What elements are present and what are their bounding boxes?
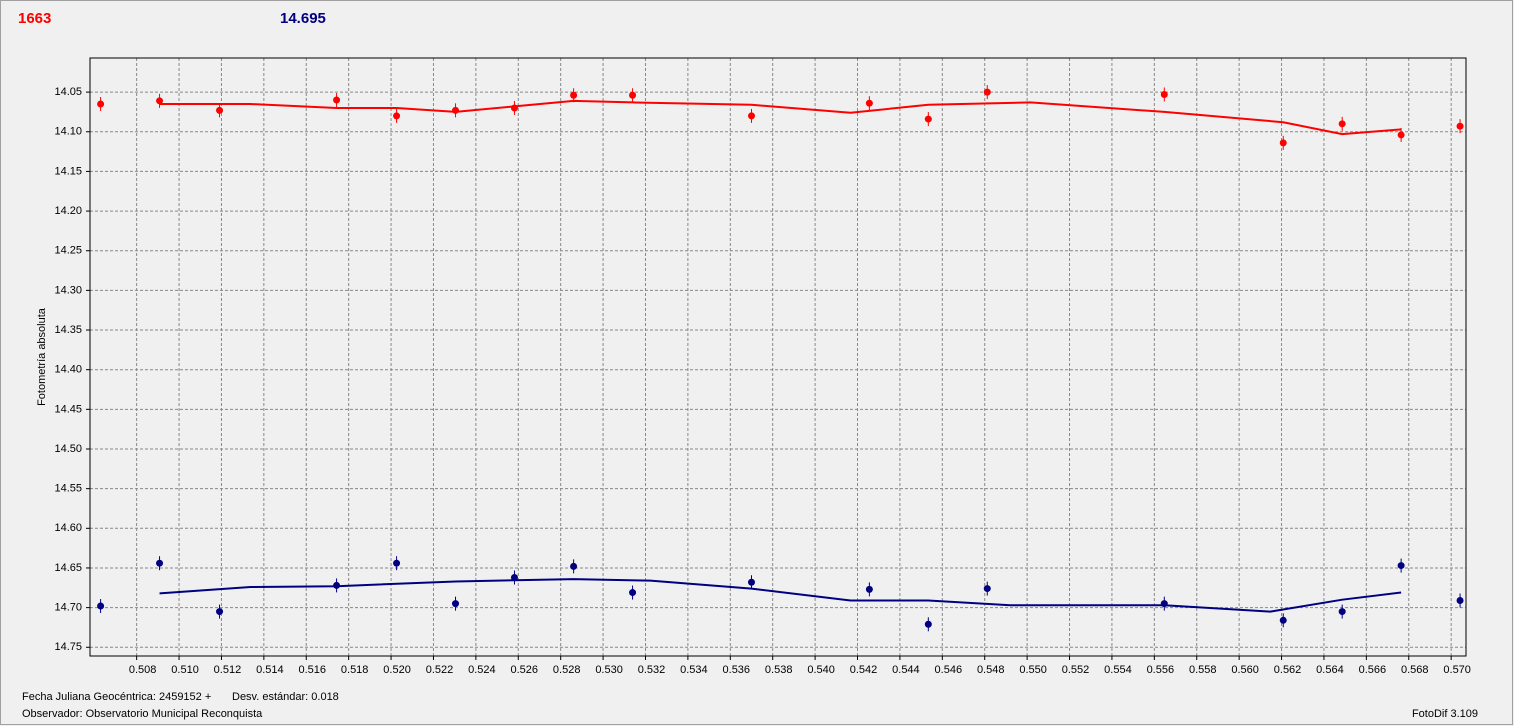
data-point [629, 589, 637, 597]
x-tick-label: 0.558 [1189, 664, 1217, 676]
footer-observer: Observador: Observatorio Municipal Recon… [22, 708, 263, 720]
x-tick-label: 0.560 [1231, 664, 1259, 676]
x-tick-label: 0.554 [1104, 664, 1132, 676]
x-tick-label: 0.518 [341, 664, 369, 676]
data-point [629, 91, 637, 99]
data-point [1279, 139, 1287, 147]
y-tick-label: 14.60 [54, 522, 82, 534]
x-tick-label: 0.520 [383, 664, 411, 676]
data-point [1397, 131, 1405, 139]
x-tick-label: 0.522 [426, 664, 454, 676]
x-tick-label: 0.568 [1401, 664, 1429, 676]
x-tick-label: 0.526 [511, 664, 539, 676]
data-point [156, 559, 164, 567]
y-tick-label: 14.15 [54, 165, 82, 177]
footer-date: Fecha Juliana Geocéntrica: 2459152 + [22, 691, 211, 703]
y-tick-label: 14.30 [54, 284, 82, 296]
x-tick-label: 0.516 [298, 664, 326, 676]
footer-stddev: Desv. estándar: 0.018 [232, 691, 339, 703]
header-left: 1663 [18, 10, 51, 27]
y-axis-label: Fotometría absoluta [36, 307, 48, 406]
header-right: 14.695 [280, 10, 326, 27]
x-tick-label: 0.510 [171, 664, 199, 676]
data-point [393, 559, 401, 567]
data-point [1397, 562, 1405, 570]
data-point [924, 620, 932, 628]
x-tick-label: 0.536 [723, 664, 751, 676]
data-point [983, 585, 991, 593]
y-tick-label: 14.10 [54, 126, 82, 138]
y-tick-label: 14.25 [54, 245, 82, 257]
data-point [747, 112, 755, 120]
data-point [333, 96, 341, 104]
footer-version: FotoDif 3.109 [1412, 708, 1478, 720]
data-point [1456, 122, 1464, 130]
x-tick-label: 0.534 [680, 664, 708, 676]
data-point [1338, 120, 1346, 128]
y-tick-label: 14.75 [54, 641, 82, 653]
x-tick-label: 0.544 [892, 664, 920, 676]
data-point [1279, 616, 1287, 624]
y-tick-label: 14.55 [54, 483, 82, 495]
y-tick-label: 14.20 [54, 205, 82, 217]
data-point [1456, 596, 1464, 604]
data-point [570, 91, 578, 99]
x-tick-label: 0.540 [807, 664, 835, 676]
x-tick-label: 0.550 [1019, 664, 1047, 676]
y-tick-label: 14.70 [54, 602, 82, 614]
fit-line [159, 578, 1402, 613]
y-tick-label: 14.50 [54, 443, 82, 455]
data-point [747, 578, 755, 586]
data-point [865, 585, 873, 593]
data-point [452, 600, 460, 608]
data-point [97, 602, 105, 610]
x-tick-label: 0.512 [214, 664, 242, 676]
x-tick-label: 0.538 [765, 664, 793, 676]
y-tick-label: 14.65 [54, 562, 82, 574]
data-point [865, 99, 873, 107]
data-point [97, 100, 105, 108]
x-tick-label: 0.556 [1147, 664, 1175, 676]
x-tick-label: 0.564 [1316, 664, 1344, 676]
x-tick-label: 0.552 [1062, 664, 1090, 676]
x-tick-label: 0.542 [850, 664, 878, 676]
y-tick-label: 14.40 [54, 364, 82, 376]
y-tick-label: 14.45 [54, 403, 82, 415]
plot-frame [89, 57, 1467, 657]
x-tick-label: 0.548 [977, 664, 1005, 676]
data-point [983, 88, 991, 96]
data-point [216, 106, 224, 114]
y-tick-label: 14.05 [54, 86, 82, 98]
data-point [570, 562, 578, 570]
data-point [924, 115, 932, 123]
fit-line [159, 99, 1402, 136]
data-point [1160, 90, 1168, 98]
y-tick-label: 14.35 [54, 324, 82, 336]
x-tick-label: 0.546 [935, 664, 963, 676]
x-tick-label: 0.508 [129, 664, 157, 676]
data-point [393, 112, 401, 120]
x-tick-label: 0.562 [1274, 664, 1302, 676]
x-tick-label: 0.570 [1443, 664, 1471, 676]
x-tick-label: 0.566 [1359, 664, 1387, 676]
data-point [216, 608, 224, 616]
x-tick-label: 0.524 [468, 664, 496, 676]
x-tick-label: 0.514 [256, 664, 284, 676]
x-tick-label: 0.532 [638, 664, 666, 676]
x-tick-label: 0.528 [553, 664, 581, 676]
x-tick-label: 0.530 [595, 664, 623, 676]
data-point [156, 97, 164, 105]
plot-area [90, 58, 1466, 656]
data-point [1338, 608, 1346, 616]
